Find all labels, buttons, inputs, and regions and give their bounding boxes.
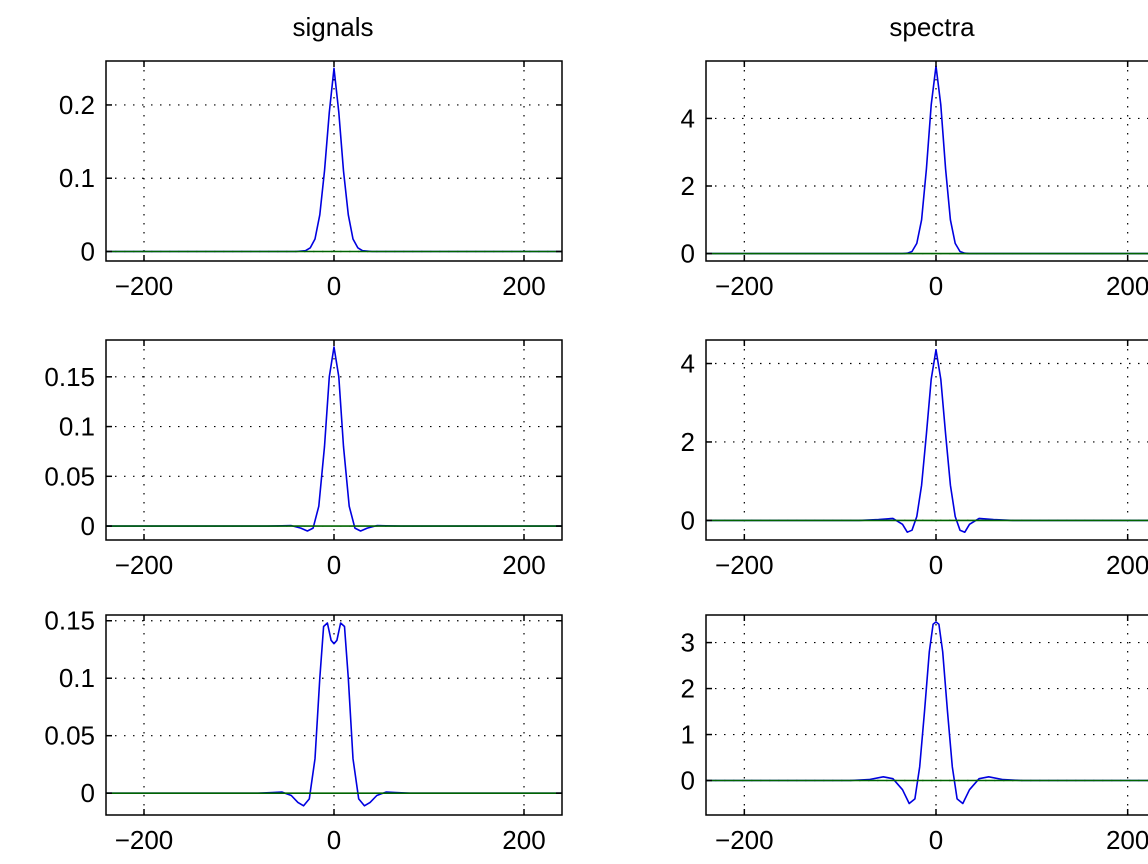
- y-tick-label: 0.15: [44, 362, 95, 392]
- y-tick-label: 2: [681, 171, 695, 201]
- y-tick-label: 2: [681, 427, 695, 457]
- y-tick-label: 2: [681, 674, 695, 704]
- x-tick-label: −200: [715, 550, 774, 580]
- y-tick-label: 0: [81, 236, 95, 266]
- plot-panel-spectra-row-2: −200 0 200 0 2 4: [681, 339, 1148, 580]
- signal-series-line: [706, 621, 1148, 805]
- y-tick-label: 0.05: [44, 721, 95, 751]
- plot-panel-signals-row-3: −200 0 200 0 0.05 0.1 0.15: [44, 606, 563, 855]
- x-tick-label: 0: [327, 271, 341, 301]
- x-tick-label: −200: [715, 271, 774, 301]
- x-tick-label: 200: [502, 271, 545, 301]
- x-tick-label: 0: [929, 825, 943, 855]
- x-tick-label: 200: [1106, 550, 1148, 580]
- x-tick-label: −200: [715, 825, 774, 855]
- y-tick-label: 0: [81, 511, 95, 541]
- x-tick-label: −200: [115, 825, 174, 855]
- y-tick-label: 1: [681, 720, 695, 750]
- y-tick-label: 0.1: [59, 163, 95, 193]
- x-tick-label: −200: [115, 550, 174, 580]
- signals-column-title: signals: [293, 12, 374, 42]
- y-tick-label: 0: [81, 778, 95, 808]
- y-tick-label: 0: [681, 239, 695, 269]
- x-tick-label: 0: [327, 550, 341, 580]
- x-tick-label: 200: [1106, 825, 1148, 855]
- plot-panel-spectra-row-1: −200 0 200 0 2 4: [681, 60, 1148, 301]
- x-tick-label: 0: [929, 550, 943, 580]
- y-tick-label: 0: [681, 505, 695, 535]
- x-tick-label: 0: [327, 825, 341, 855]
- axes-frame: [705, 339, 1148, 541]
- signal-series-line: [106, 622, 562, 807]
- x-tick-label: 200: [502, 825, 545, 855]
- spectra-column-title: spectra: [889, 12, 975, 42]
- y-tick-label: 0.1: [59, 663, 95, 693]
- y-tick-label: 0.15: [44, 606, 95, 636]
- signal-series-line: [106, 67, 562, 253]
- y-tick-label: 0.2: [59, 90, 95, 120]
- x-tick-label: −200: [115, 271, 174, 301]
- y-tick-label: 0: [681, 766, 695, 796]
- signal-series-line: [706, 65, 1148, 255]
- y-tick-label: 4: [681, 349, 695, 379]
- x-tick-label: 0: [929, 271, 943, 301]
- y-tick-label: 3: [681, 628, 695, 658]
- axes-frame: [705, 614, 1148, 816]
- y-tick-label: 4: [681, 103, 695, 133]
- plot-panel-spectra-row-3: −200 0 200 0 1 2 3: [681, 614, 1148, 855]
- plot-panel-signals-row-2: −200 0 200 0 0.05 0.1 0.15: [44, 339, 563, 580]
- signal-series-line: [706, 348, 1148, 534]
- y-tick-label: 0.1: [59, 412, 95, 442]
- y-tick-label: 0.05: [44, 461, 95, 491]
- plot-panel-signals-row-1: −200 0 200 0 0.1 0.2: [59, 60, 563, 301]
- x-tick-label: 200: [1106, 271, 1148, 301]
- x-tick-label: 200: [502, 550, 545, 580]
